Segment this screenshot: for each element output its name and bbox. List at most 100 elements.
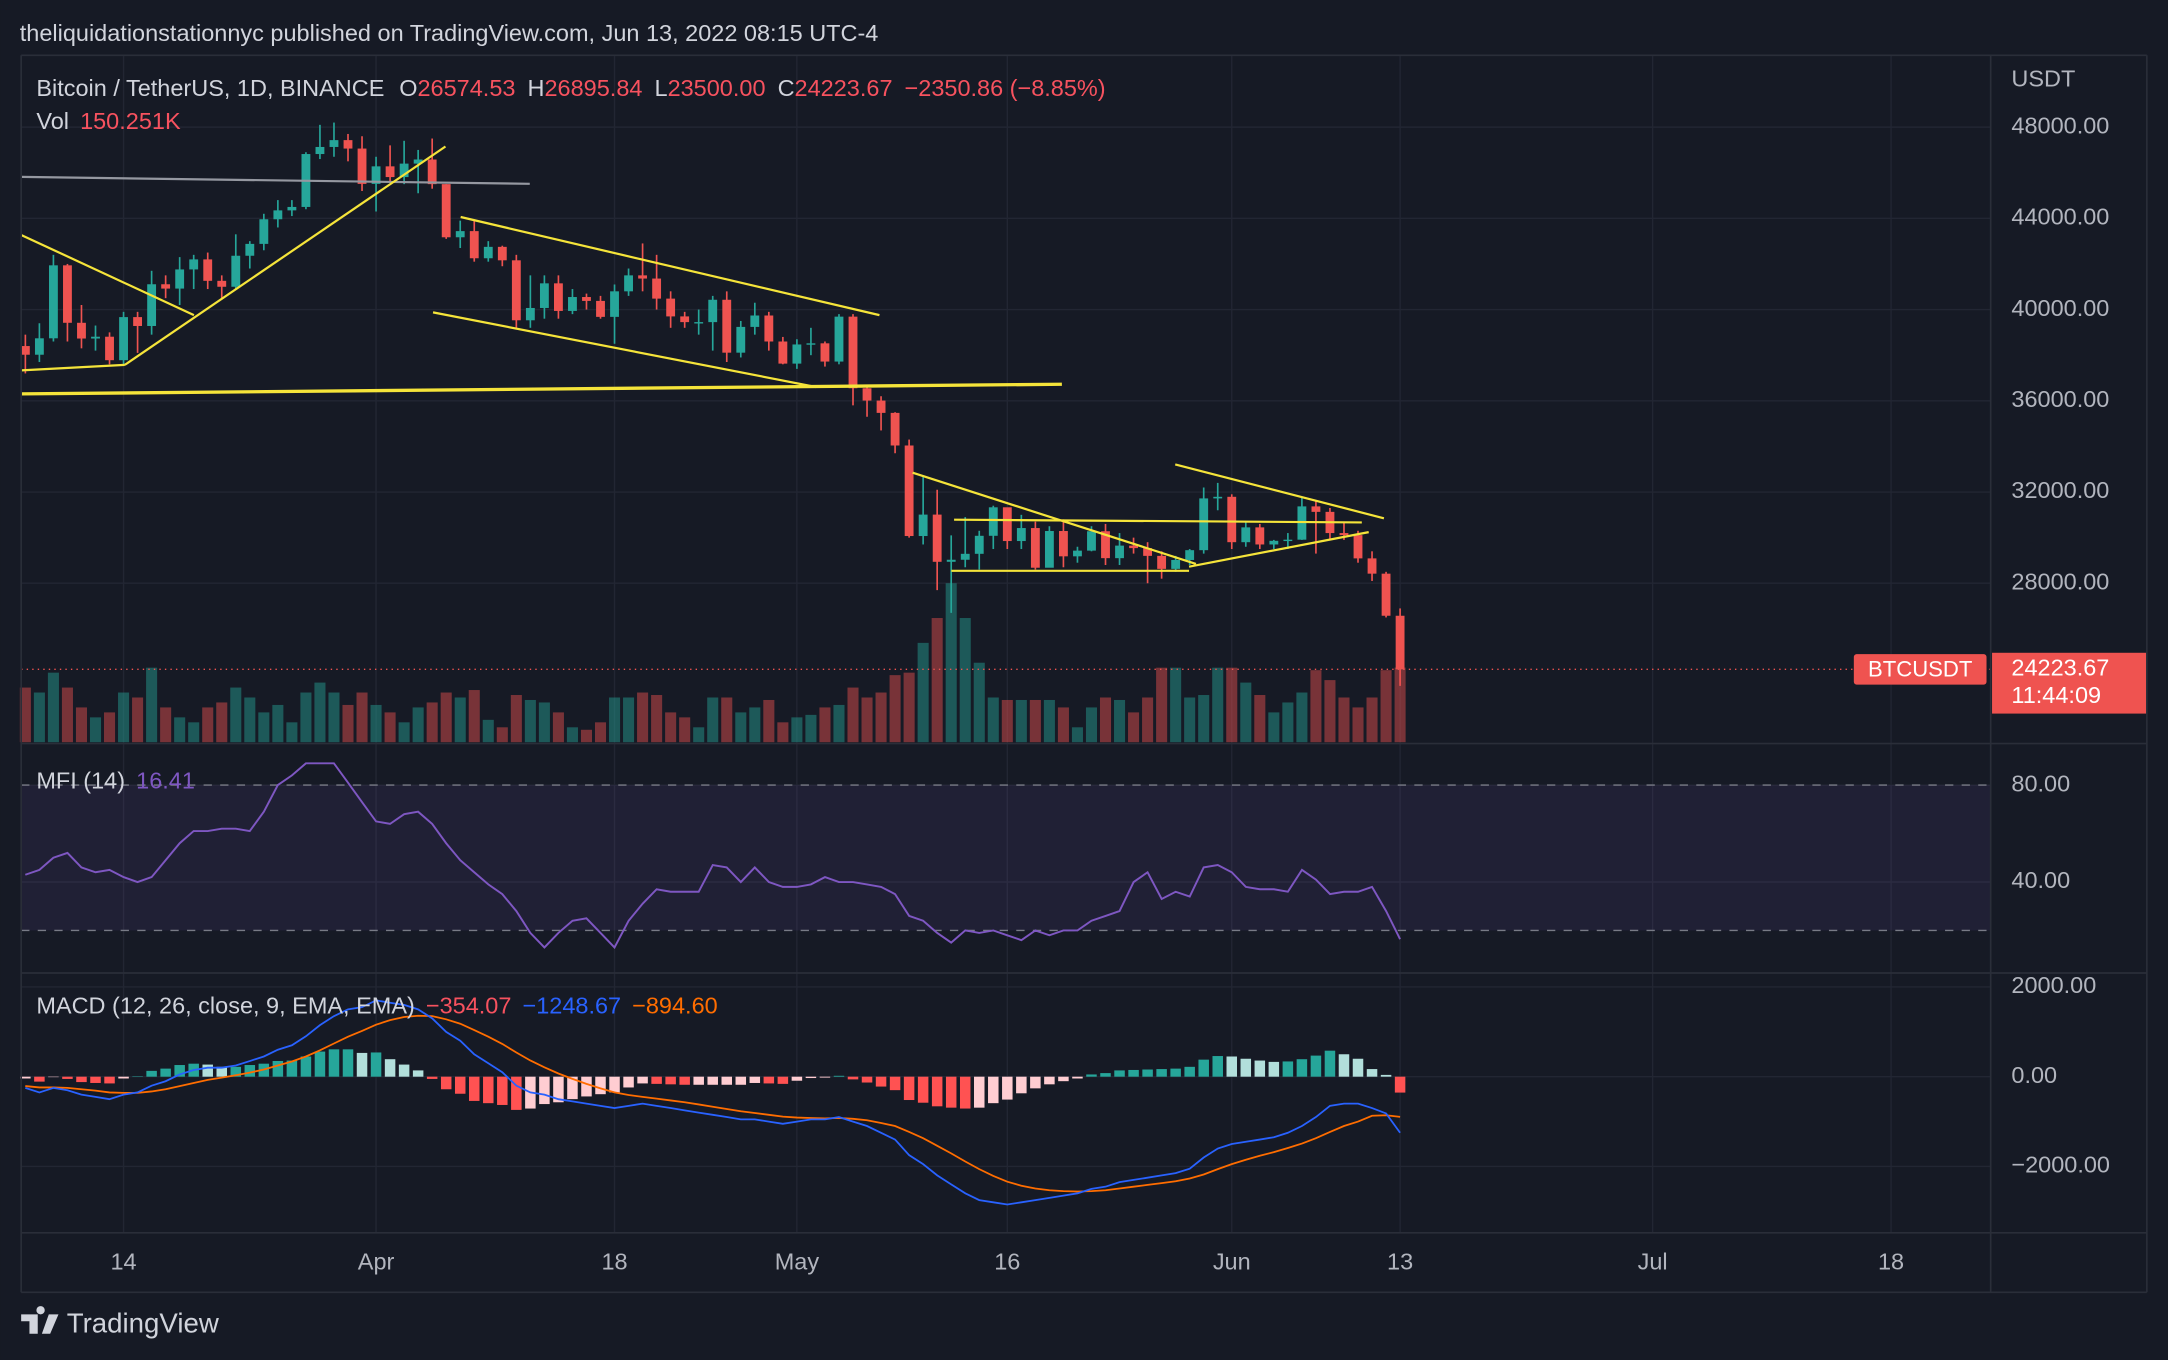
- histogram-bar: [637, 1076, 648, 1084]
- y-tick-label: 48000.00: [2011, 112, 2109, 138]
- volume-bar: [1310, 670, 1322, 743]
- volume-bar: [903, 672, 915, 743]
- histogram-bar: [763, 1076, 775, 1084]
- histogram-bar: [34, 1076, 45, 1082]
- volume-bar: [1085, 707, 1098, 743]
- mfi-band: [21, 785, 1991, 931]
- histogram-bar: [1002, 1076, 1013, 1100]
- histogram-bar: [314, 1051, 326, 1077]
- x-tick-label: 13: [1387, 1248, 1413, 1274]
- histogram-bar: [791, 1076, 803, 1081]
- volume-bar: [510, 695, 522, 743]
- histogram-bar: [216, 1066, 228, 1077]
- candle-body: [77, 322, 86, 339]
- y-tick-label: 28000.00: [2011, 568, 2109, 594]
- histogram-bar: [20, 1076, 31, 1079]
- volume-title: Vol: [36, 108, 69, 134]
- candle-body: [652, 278, 662, 299]
- volume-legend: Vol 150.251K: [36, 108, 181, 134]
- histogram-bar: [539, 1076, 550, 1105]
- y-tick-label: −2000.00: [2011, 1152, 2110, 1178]
- histogram-bar: [875, 1076, 887, 1087]
- histogram-bar: [118, 1076, 129, 1079]
- mfi-line: [24, 762, 1401, 950]
- candle-body: [862, 388, 872, 401]
- volume-bar: [272, 704, 284, 743]
- volume-bar: [1071, 727, 1083, 743]
- volume-bar: [651, 695, 663, 743]
- volume-bar: [286, 722, 298, 743]
- volume-bar: [440, 692, 452, 743]
- histogram-bar: [511, 1076, 522, 1110]
- volume-bar: [889, 675, 901, 743]
- histogram-bar: [861, 1076, 873, 1083]
- trend-line: [124, 145, 447, 366]
- histogram-bar: [735, 1076, 747, 1085]
- histogram-bar: [553, 1076, 564, 1103]
- volume-bar: [917, 642, 929, 743]
- histogram-bar: [777, 1076, 789, 1084]
- histogram-bar: [931, 1076, 943, 1107]
- histogram-bar: [454, 1076, 466, 1094]
- candle-body: [483, 246, 493, 259]
- volume-bar: [244, 697, 256, 743]
- candle-body: [413, 159, 423, 164]
- macd-line: [25, 999, 1401, 1206]
- histogram-bar: [609, 1076, 620, 1093]
- volume-bar: [314, 682, 326, 743]
- histogram-bar: [679, 1076, 690, 1085]
- histogram-bar: [1352, 1058, 1364, 1077]
- histogram-bar: [370, 1052, 382, 1077]
- price-label-box: [1992, 652, 2147, 714]
- histogram-bar: [623, 1076, 634, 1088]
- volume-bar: [833, 704, 845, 743]
- volume-bar: [454, 697, 466, 743]
- volume-value: 150.251K: [80, 108, 181, 134]
- volume-bar: [735, 712, 747, 743]
- candle-body: [34, 338, 44, 355]
- candle-body: [932, 514, 942, 562]
- volume-bar: [468, 690, 480, 743]
- volume-bar: [959, 618, 971, 743]
- candle-body: [1073, 550, 1082, 557]
- volume-bar: [1394, 667, 1406, 743]
- x-tick-label: May: [775, 1248, 820, 1274]
- change: −2350.86 (−8.85%): [905, 75, 1106, 101]
- volume-bar: [1099, 697, 1112, 743]
- candle-body: [1381, 573, 1391, 616]
- candle-body: [539, 283, 549, 308]
- histogram-bar: [1100, 1073, 1111, 1077]
- x-tick-label: 16: [994, 1248, 1020, 1274]
- candle-body: [918, 514, 928, 537]
- volume-bar: [721, 697, 733, 743]
- candle-body: [20, 346, 30, 355]
- candle-body: [876, 400, 886, 413]
- volume-bar: [370, 704, 382, 743]
- histogram-bar: [1030, 1076, 1041, 1089]
- candle-body: [1367, 558, 1377, 574]
- symbol: Bitcoin / TetherUS, 1D, BINANCE: [36, 75, 384, 101]
- candle-body: [287, 206, 297, 211]
- histogram-bar: [721, 1076, 733, 1085]
- volume-bar: [1366, 697, 1378, 743]
- histogram-bar: [62, 1076, 73, 1079]
- volume-bar: [749, 707, 761, 743]
- price-tag-box: [1853, 654, 1987, 685]
- candle-body: [1030, 528, 1040, 568]
- candle-body: [329, 140, 339, 147]
- volume-bar: [552, 712, 564, 743]
- histogram-bar: [988, 1076, 999, 1104]
- volume-bar: [637, 692, 649, 743]
- histogram-bar: [1296, 1059, 1308, 1077]
- candle-body: [497, 246, 507, 261]
- candle-body: [1353, 535, 1363, 559]
- candle-body: [357, 148, 367, 184]
- histogram-bar: [328, 1049, 340, 1077]
- volume-bar: [791, 717, 803, 743]
- x-tick-label: Apr: [358, 1248, 395, 1274]
- plot-area: 14 Apr 18 May 16 Jun 13 Jul 18 48000.00 44000.00 40…: [19, 112, 2147, 1274]
- volume-bar: [1296, 692, 1308, 743]
- candle-body: [1171, 559, 1181, 569]
- signal-line: [25, 1014, 1401, 1193]
- candle-body: [624, 275, 633, 292]
